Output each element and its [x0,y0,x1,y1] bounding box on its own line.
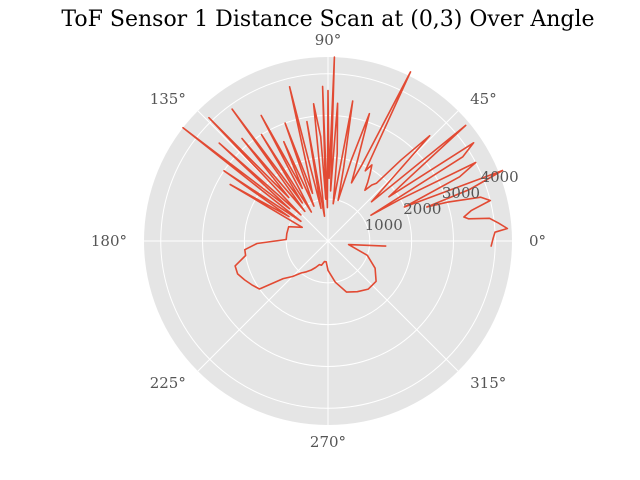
theta-tick-label: 315° [470,374,506,392]
angular-gridline [197,240,329,372]
angular-gridline [327,110,459,242]
theta-tick-label: 45° [470,90,497,108]
r-tick-label: 2000 [403,200,441,218]
theta-tick-label: 135° [150,90,186,108]
series-group [182,56,509,293]
r-tick-label: 1000 [365,216,403,234]
theta-tick-label: 90° [315,31,342,49]
theta-tick-label: 225° [150,374,186,392]
r-tick-label: 3000 [442,184,480,202]
theta-tick-label: 180° [91,232,127,250]
theta-tick-label: 270° [310,433,346,451]
theta-tick-label: 0° [529,232,546,250]
r-tick-label: 4000 [481,168,519,186]
angular-gridline [327,240,459,372]
distance-series-line [182,56,509,293]
tick-labels: 0° 45° 90° 135° 180° 225° 270° 315° 100020003000… [91,31,546,451]
chart-title: ToF Sensor 1 Distance Scan at (0,3) Over… [61,7,594,32]
